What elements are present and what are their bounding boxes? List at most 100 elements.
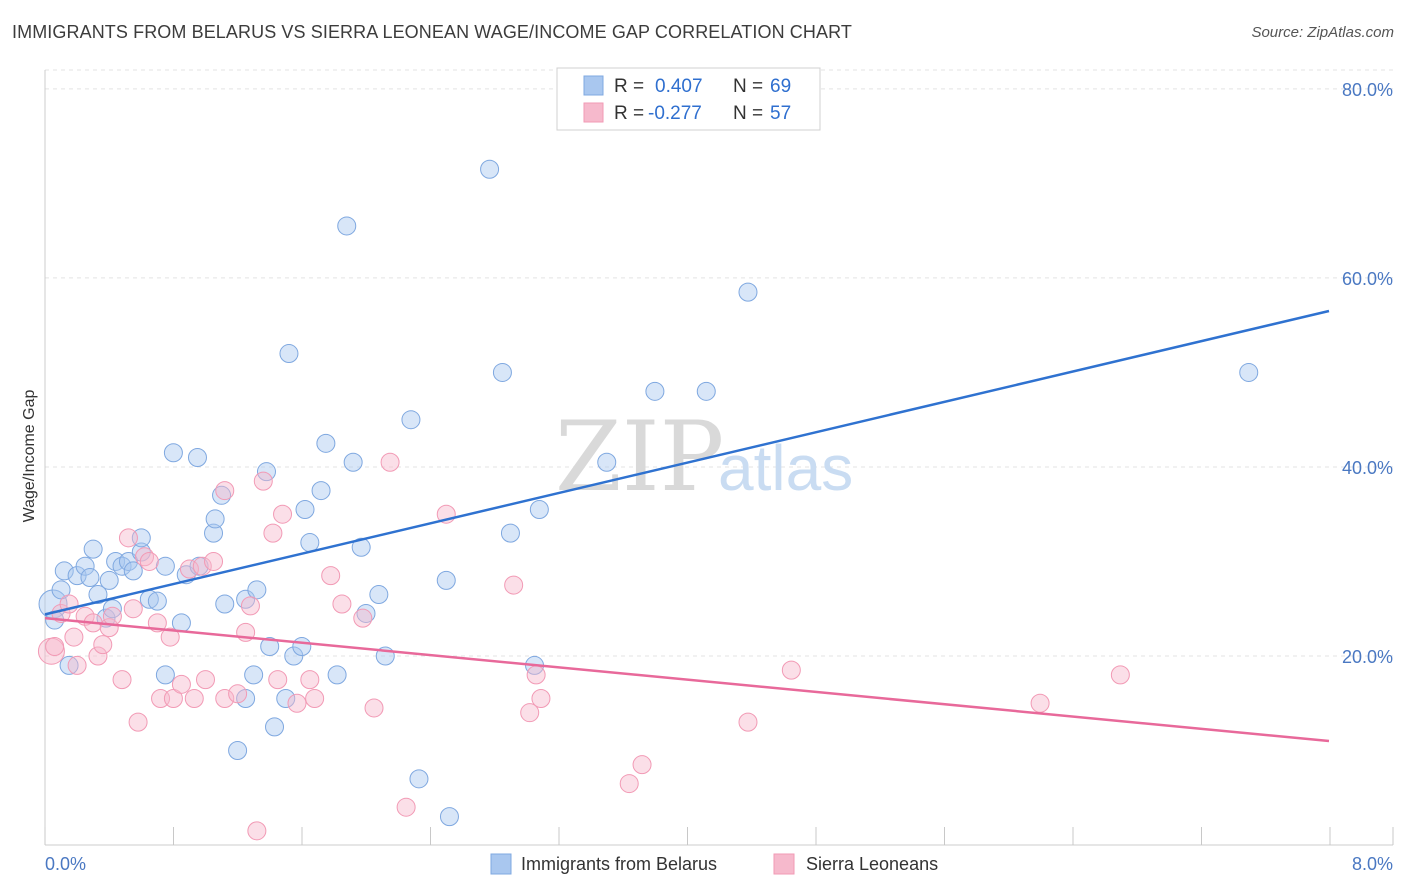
point-sierra-leonean xyxy=(215,689,235,709)
point-belarus xyxy=(83,539,103,559)
point-sierra-leonean xyxy=(179,559,199,579)
correlation-legend: R = 0.407 N = 69 R = -0.277 N = 57 xyxy=(556,67,821,131)
watermark-atlas: atlas xyxy=(718,432,853,504)
point-belarus xyxy=(351,537,371,557)
point-sierra-leonean xyxy=(64,627,84,647)
legend-r-value-sierra: -0.277 xyxy=(648,103,702,124)
legend-swatch-belarus xyxy=(583,75,604,96)
watermark: ZIP atlas xyxy=(555,401,853,513)
point-sierra-leonean xyxy=(632,755,652,775)
legend-n-label-sierra: N = xyxy=(733,103,763,124)
point-sierra-leonean xyxy=(531,689,551,709)
bottom-legend-swatch-belarus xyxy=(490,853,512,875)
point-belarus xyxy=(163,443,183,463)
point-sierra-leonean xyxy=(1110,665,1130,685)
point-belarus xyxy=(311,481,331,501)
point-sierra-leonean xyxy=(738,712,758,732)
legend-swatch-sierra xyxy=(583,102,604,123)
point-belarus xyxy=(59,655,79,675)
point-belarus xyxy=(337,216,357,236)
point-belarus xyxy=(236,589,256,609)
point-sierra-leonean xyxy=(184,689,204,709)
x-tick-label-max: 8.0% xyxy=(1352,854,1393,874)
point-sierra-leonean xyxy=(163,689,183,709)
bottom-legend-label-sierra: Sierra Leoneans xyxy=(806,854,938,874)
point-sierra-leonean xyxy=(128,712,148,732)
point-belarus xyxy=(1239,362,1259,382)
legend-n-value-sierra: 57 xyxy=(770,103,791,124)
point-sierra-leonean xyxy=(118,528,138,548)
point-belarus xyxy=(54,561,74,581)
axes xyxy=(44,70,1393,846)
point-belarus xyxy=(147,591,167,611)
point-sierra-leonean xyxy=(353,608,373,628)
x-ticks xyxy=(44,827,1394,845)
point-sierra-leonean xyxy=(321,566,341,586)
point-belarus xyxy=(292,637,312,657)
point-belarus xyxy=(204,523,224,543)
point-belarus xyxy=(279,344,299,364)
point-sierra-leonean xyxy=(364,698,384,718)
point-sierra-leonean xyxy=(619,774,639,794)
point-belarus xyxy=(155,665,175,685)
point-sierra-leonean xyxy=(247,821,267,841)
data-points xyxy=(37,159,1259,841)
point-belarus xyxy=(369,585,389,605)
point-belarus xyxy=(343,452,363,472)
point-belarus xyxy=(492,362,512,382)
source-label: Source: ZipAtlas.com xyxy=(1251,24,1394,41)
point-sierra-leonean xyxy=(93,635,113,655)
point-belarus xyxy=(75,556,95,576)
grid-lines xyxy=(45,69,1393,657)
point-sierra-leonean xyxy=(253,471,273,491)
point-belarus xyxy=(155,556,175,576)
point-belarus xyxy=(529,499,549,519)
point-sierra-leonean xyxy=(240,596,260,616)
point-belarus xyxy=(260,637,280,657)
point-belarus xyxy=(480,159,500,179)
trend-line-belarus xyxy=(44,309,1330,616)
point-belarus xyxy=(80,568,100,588)
point-belarus xyxy=(439,807,459,827)
point-belarus xyxy=(738,282,758,302)
point-sierra-leonean xyxy=(88,646,108,666)
point-belarus xyxy=(247,580,267,600)
point-belarus xyxy=(123,561,143,581)
y-tick-label: 80.0% xyxy=(1342,80,1393,100)
x-tick-label-min: 0.0% xyxy=(45,854,86,874)
point-sierra-leonean xyxy=(268,670,288,690)
point-sierra-leonean xyxy=(228,684,248,704)
point-belarus xyxy=(401,410,421,430)
point-sierra-leonean xyxy=(45,637,65,657)
point-belarus xyxy=(300,533,320,553)
bottom-legend-label-belarus: Immigrants from Belarus xyxy=(521,854,717,874)
y-tick-label: 60.0% xyxy=(1342,269,1393,289)
point-belarus xyxy=(316,433,336,453)
point-sierra-leonean xyxy=(215,481,235,501)
point-sierra-leonean xyxy=(305,689,325,709)
legend-n-value-belarus: 69 xyxy=(770,76,791,97)
point-sierra-leonean xyxy=(300,670,320,690)
point-sierra-leonean xyxy=(396,797,416,817)
point-sierra-leonean xyxy=(192,556,212,576)
point-belarus xyxy=(228,740,248,760)
point-belarus xyxy=(265,717,285,737)
point-belarus xyxy=(99,570,119,590)
point-sierra-leonean xyxy=(171,674,191,694)
point-belarus xyxy=(118,551,138,571)
point-belarus xyxy=(215,594,235,614)
legend-r-value-belarus: 0.407 xyxy=(655,76,703,97)
watermark-zip: ZIP xyxy=(555,401,724,513)
point-sierra-leonean xyxy=(273,504,293,524)
point-belarus xyxy=(88,585,108,605)
legend-r-label-sierra: R = xyxy=(614,103,644,124)
point-belarus xyxy=(187,448,207,467)
point-sierra-leonean xyxy=(504,575,524,595)
point-sierra-leonean xyxy=(102,606,122,626)
point-belarus xyxy=(645,381,665,401)
point-sierra-leonean xyxy=(1030,693,1050,713)
y-tick-labels: 20.0% 40.0% 60.0% 80.0% xyxy=(1342,80,1393,667)
y-tick-label: 40.0% xyxy=(1342,458,1393,478)
series-legend: Immigrants from Belarus Sierra Leoneans xyxy=(490,853,938,875)
